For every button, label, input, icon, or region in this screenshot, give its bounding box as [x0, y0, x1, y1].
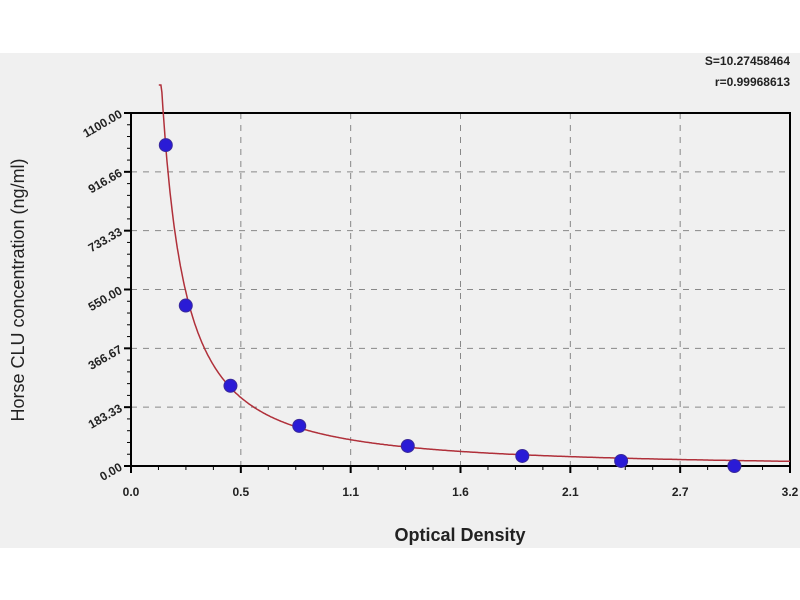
data-point — [515, 448, 530, 463]
y-tick-label: 916.66 — [86, 166, 125, 197]
stat-r: r=0.99968613 — [715, 75, 790, 89]
x-tick-label: 1.1 — [342, 485, 359, 499]
y-tick-label: 550.00 — [86, 283, 125, 314]
axis-ticks — [124, 112, 791, 473]
x-axis-title: Optical Density — [394, 525, 525, 545]
y-tick-label: 366.67 — [86, 342, 125, 373]
data-point — [178, 298, 193, 313]
x-tick-label: 0.5 — [232, 485, 249, 499]
x-tick-labels: 0.0 0.5 1.1 1.6 2.1 2.7 3.2 — [123, 485, 799, 499]
y-tick-label: 733.33 — [86, 224, 125, 255]
x-tick-label: 2.1 — [562, 485, 579, 499]
x-tick-label: 2.7 — [672, 485, 689, 499]
data-point — [727, 459, 742, 473]
data-point — [400, 438, 415, 453]
data-point — [158, 138, 173, 153]
y-tick-label: 183.33 — [86, 401, 125, 432]
data-point — [614, 453, 629, 468]
data-points — [158, 138, 742, 473]
x-tick-label: 0.0 — [123, 485, 140, 499]
y-tick-label: 1100.00 — [81, 107, 125, 141]
data-point — [292, 418, 307, 433]
data-point — [223, 378, 238, 393]
x-tick-label: 1.6 — [452, 485, 469, 499]
fit-curve — [158, 84, 790, 463]
stat-s: S=10.27458464 — [705, 54, 790, 68]
y-tick-labels: 0.00 183.33 366.67 550.00 733.33 916.66 1100.0… — [81, 107, 125, 484]
x-tick-label: 3.2 — [782, 485, 799, 499]
y-tick-label: 0.00 — [97, 460, 125, 484]
y-axis-title: Horse CLU concentration (ng/ml) — [8, 158, 28, 421]
grid-lines — [131, 113, 790, 466]
